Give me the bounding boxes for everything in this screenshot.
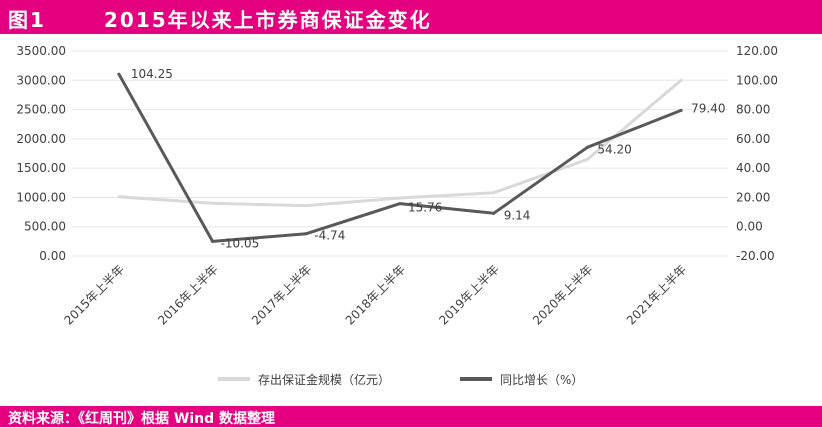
series-1-point <box>304 204 308 208</box>
series-1-point <box>398 196 402 200</box>
x-tick-label: 2015年上半年 <box>62 262 127 327</box>
y-left-tick-label: 0.00 <box>39 249 66 263</box>
data-label: 54.20 <box>597 142 631 156</box>
series-line-2 <box>117 73 682 243</box>
y-left-tick-label: 2500.00 <box>16 103 66 117</box>
chart-area: 0.00 500.00 1000.00 1500.00 2000.00 2500.00 30… <box>0 34 822 406</box>
x-tick-label: 2018年上半年 <box>343 262 408 327</box>
source-bar: 资料来源：《红周刊》根据 Wind 数据整理 <box>0 406 822 427</box>
source-note: 资料来源：《红周刊》根据 Wind 数据整理 <box>8 411 275 427</box>
series-1-point <box>117 195 121 199</box>
series-1-point <box>585 157 589 161</box>
series-2-point <box>398 202 402 206</box>
data-label: 79.40 <box>691 101 725 115</box>
dual-axis-line-chart: 0.00 500.00 1000.00 1500.00 2000.00 2500.00 30… <box>16 44 778 387</box>
series-2-point <box>585 145 589 149</box>
x-tick-label: 2019年上半年 <box>436 262 501 327</box>
y-right-tick-label: 80.00 <box>736 103 770 117</box>
series-2-point <box>211 239 215 243</box>
series-1-point <box>492 191 496 195</box>
series-2-point <box>117 72 121 76</box>
legend-label: 同比增长（%） <box>500 373 583 387</box>
y-left-tick-label: 1500.00 <box>16 161 66 175</box>
data-label: 15.76 <box>408 201 442 215</box>
series-1-point <box>211 201 215 205</box>
x-tick-label: 2021年上半年 <box>624 262 689 327</box>
y-left-tick-label: 3000.00 <box>16 73 66 87</box>
y-right-tick-label: 120.00 <box>736 44 778 58</box>
legend-label: 存出保证金规模（亿元） <box>258 372 390 387</box>
y-left-tick-label: 3500.00 <box>16 44 66 58</box>
series-1-point <box>679 78 683 82</box>
data-label: -10.05 <box>221 236 260 250</box>
chart-title: 2015年以来上市券商保证金变化 <box>104 8 432 32</box>
title-bar: 图1 2015年以来上市券商保证金变化 <box>0 0 822 34</box>
y-right-tick-label: 60.00 <box>736 132 770 146</box>
series-2-point <box>304 232 308 236</box>
data-label: -4.74 <box>314 229 345 243</box>
y-right-tick-label: -20.00 <box>736 249 775 263</box>
y-right-tick-label: 20.00 <box>736 190 770 204</box>
y-right-tick-label: 100.00 <box>736 73 778 87</box>
series-2-point <box>492 211 496 215</box>
data-label: 9.14 <box>504 208 531 222</box>
data-label: 104.25 <box>131 67 173 81</box>
figure-label: 图1 <box>8 8 46 32</box>
series-2-point <box>679 108 683 112</box>
y-left-tick-label: 500.00 <box>24 220 66 234</box>
x-tick-label: 2017年上半年 <box>249 262 314 327</box>
y-right-tick-label: 40.00 <box>736 161 770 175</box>
y-left-tick-label: 1000.00 <box>16 190 66 204</box>
y-left-tick-label: 2000.00 <box>16 132 66 146</box>
y-right-tick-label: 0.00 <box>736 220 763 234</box>
x-tick-label: 2016年上半年 <box>155 262 220 327</box>
x-tick-label: 2020年上半年 <box>530 262 595 327</box>
